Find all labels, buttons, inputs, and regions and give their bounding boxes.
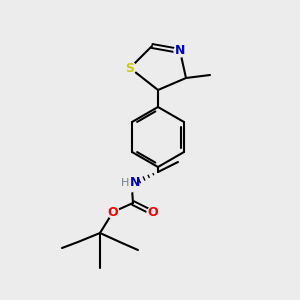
Circle shape: [174, 45, 186, 57]
Circle shape: [107, 206, 119, 218]
Text: S: S: [125, 61, 134, 74]
Text: N: N: [175, 44, 185, 58]
Text: O: O: [148, 206, 158, 220]
Circle shape: [123, 178, 137, 192]
Text: O: O: [108, 206, 118, 218]
Text: N: N: [130, 176, 140, 190]
Circle shape: [124, 62, 136, 74]
Text: H: H: [121, 178, 129, 188]
Circle shape: [147, 207, 159, 219]
